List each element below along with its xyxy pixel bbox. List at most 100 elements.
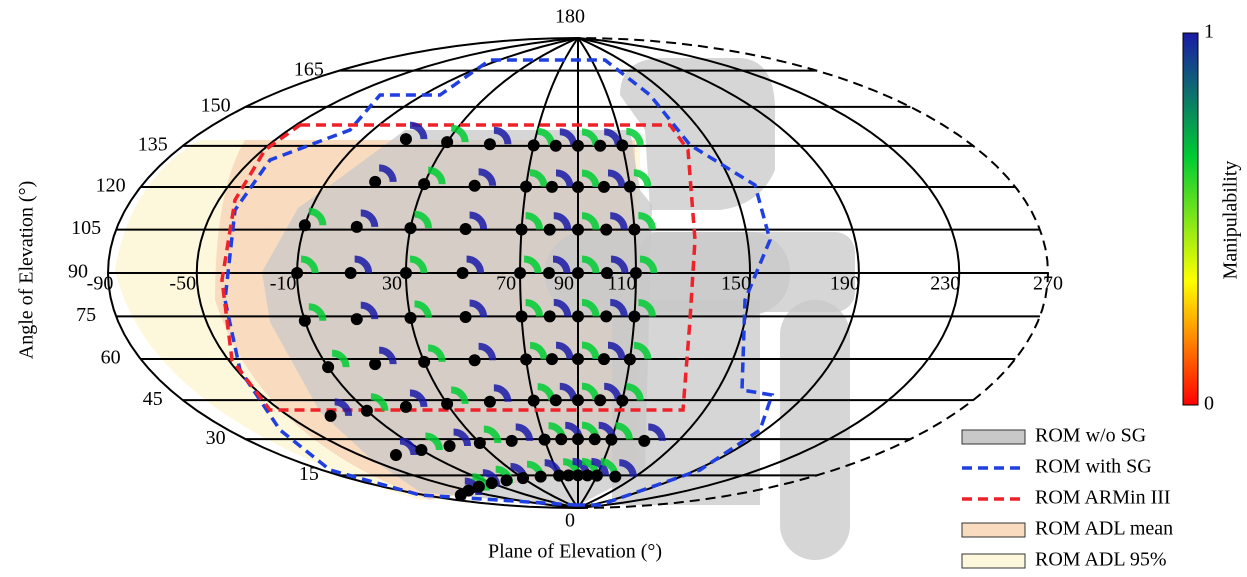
region-no-sg [780,300,850,560]
legend-label: ROM ARMin III [1035,487,1171,509]
sample-point [572,433,584,445]
x-tick-label: 90 [554,273,574,295]
sample-point [325,410,337,422]
colorbar-tick-label: 1 [1204,21,1214,43]
sample-point [390,449,402,461]
sample-point [546,181,558,193]
sample-point [598,181,610,193]
sample-point [572,224,584,236]
sample-point [351,313,363,325]
sample-point [628,311,640,323]
sample-point [501,474,513,486]
sample-point [591,470,603,482]
sample-point [441,398,453,410]
x-tick-label: -10 [270,273,297,295]
colorbar-tick-label: 0 [1204,393,1214,415]
x-tick-label: -50 [169,273,196,295]
x-tick-label: 150 [721,273,751,295]
legend-label: ROM ADL 95% [1035,549,1166,571]
sample-point [469,354,481,366]
y-tick-label: 105 [71,217,101,239]
sample-point [605,434,617,446]
sample-point [506,435,518,447]
sample-point [415,444,427,456]
sample-point [624,353,636,365]
sample-point [345,267,357,279]
y-tick-label: 120 [96,175,126,197]
sample-point [444,440,456,452]
sample-point [528,395,540,407]
y-tick-label: 75 [76,304,96,326]
y-tick-label: 0 [565,510,575,532]
sample-point [484,138,496,150]
legend-label: ROM w/o SG [1035,425,1146,447]
sample-point [520,181,532,193]
sample-point [299,219,311,231]
sample-point [361,405,373,417]
sample-point [474,437,486,449]
sample-point [616,395,628,407]
x-axis-label: Plane of Elevation (°) [488,541,662,563]
sample-point [517,472,529,484]
sample-point [400,133,412,145]
sample-point [405,312,417,324]
sample-point [572,353,584,365]
y-tick-label: 30 [206,427,226,449]
sample-point [616,139,628,151]
legend-swatch [962,430,1025,444]
x-tick-label: 30 [382,273,402,295]
y-tick-label: 165 [294,58,324,80]
y-tick-label: 150 [201,94,231,116]
sample-point [299,315,311,327]
sample-point [405,222,417,234]
sample-point [418,178,430,190]
sample-point [369,176,381,188]
x-tick-label: 230 [930,273,960,295]
sample-point [544,310,556,322]
sample-point [572,394,584,406]
sample-point [594,140,606,152]
x-tick-label: 270 [1033,273,1063,295]
sample-point [460,223,472,235]
sample-point [555,433,567,445]
y-tick-label: 135 [138,133,168,155]
sample-point [572,181,584,193]
sample-point [628,223,640,235]
y-tick-label: 180 [555,6,585,28]
sample-point [572,310,584,322]
y-tick-label: 60 [101,347,121,369]
sample-point [609,471,621,483]
chart: 0 15 30 45 6075 90 105 120 135 150 165 180 -90 -50 -10… [0,0,1247,577]
sample-point [473,481,485,493]
y-tick-label: 90 [68,261,88,283]
colorbar-label: Manipulability [1220,161,1242,280]
sample-point [600,224,612,236]
sample-point [544,224,556,236]
sample-point [469,180,481,192]
x-tick-label: 70 [496,273,516,295]
y-tick-label: 15 [299,463,319,485]
legend-swatch [962,554,1025,568]
sample-point [322,361,334,373]
sample-point [441,136,453,148]
x-tick-label: 190 [830,273,860,295]
sample-point [546,353,558,365]
sample-point [351,221,363,233]
sample-point [460,311,472,323]
sample-point [572,140,584,152]
legend-label: ROM ADL mean [1035,518,1173,540]
sample-point [400,401,412,413]
legend-swatch [962,523,1025,537]
x-tick-label: 110 [607,273,636,295]
legend-label: ROM with SG [1035,456,1152,478]
sample-point [598,353,610,365]
sample-point [535,471,547,483]
sample-point [600,310,612,322]
x-tick-label: -90 [87,273,114,295]
sample-point [457,267,469,279]
sample-point [520,353,532,365]
sample-point [369,358,381,370]
y-tick-label: 45 [143,388,163,410]
sample-point [550,394,562,406]
sample-point [539,434,551,446]
